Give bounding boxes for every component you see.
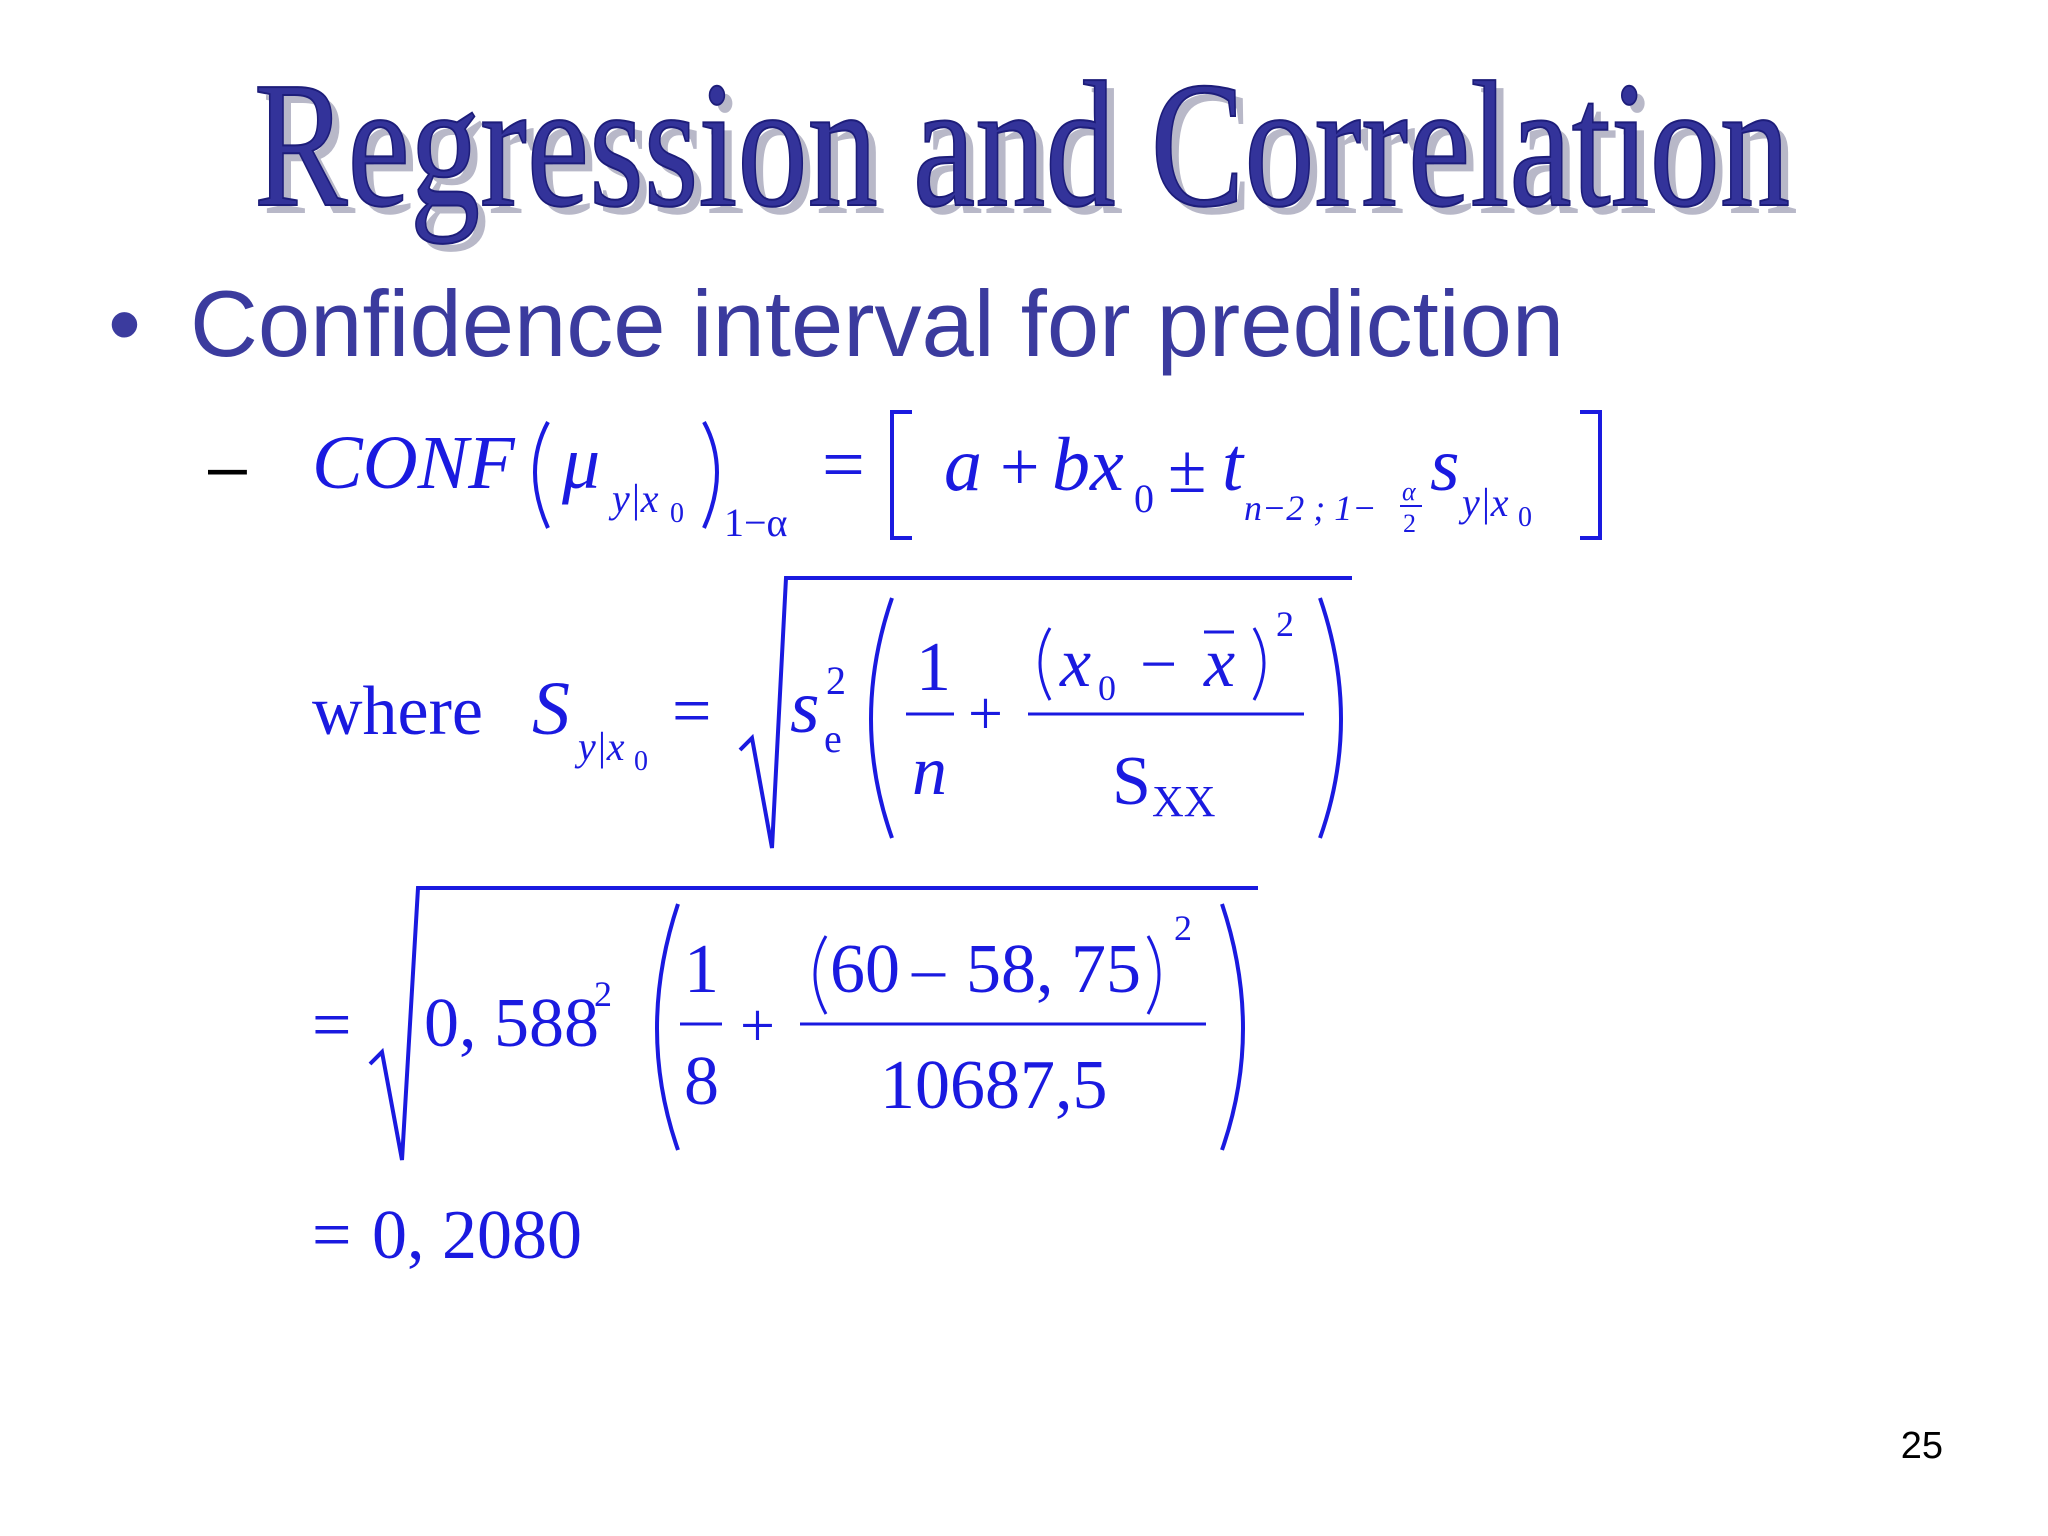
slide-title-shadow: Regression and Correlation bbox=[262, 52, 1798, 252]
equals-2: = bbox=[672, 673, 711, 750]
num2-left-paren bbox=[813, 935, 828, 1015]
S-symbol: S bbox=[532, 667, 570, 751]
slide-title: Regression and Correlation Regression an… bbox=[253, 44, 1798, 252]
bullet-text: Confidence interval for prediction bbox=[190, 271, 1565, 376]
S-subscript-zero: 0 bbox=[634, 746, 648, 777]
sub-bullet-dash: – bbox=[208, 427, 247, 505]
t-subscript-two: 2 bbox=[1403, 509, 1416, 538]
confidence-level: 1−α bbox=[724, 500, 788, 545]
denom-XX: XX bbox=[1152, 777, 1216, 826]
conf-right-paren bbox=[702, 421, 719, 529]
term-bx-zero: 0 bbox=[1134, 476, 1154, 521]
sqrt-right-paren-2 bbox=[1220, 903, 1245, 1151]
value-denominator: 10687,5 bbox=[880, 1047, 1108, 1124]
num2-square: 2 bbox=[1174, 908, 1192, 948]
slide-title-text: Regression and Correlation bbox=[254, 44, 1790, 244]
conf-left-paren bbox=[533, 421, 550, 529]
num2-right-paren bbox=[1146, 935, 1161, 1015]
plus-1: + bbox=[1000, 429, 1039, 506]
bullet-item: • Confidence interval for prediction bbox=[108, 270, 1564, 378]
sqrt-left-paren-2 bbox=[655, 903, 680, 1151]
frac-one: 1 bbox=[916, 629, 951, 706]
term-a: a bbox=[944, 423, 982, 507]
num-x: x bbox=[1059, 625, 1091, 702]
value-eight: 8 bbox=[684, 1043, 719, 1120]
sqrt-right-paren-1 bbox=[1318, 597, 1343, 839]
t-subscript: n−2 ; 1− bbox=[1244, 488, 1377, 528]
num-xbar: x bbox=[1203, 625, 1235, 702]
plus-3: + bbox=[740, 992, 775, 1060]
value-one: 1 bbox=[684, 931, 719, 1008]
t-subscript-alpha: α bbox=[1402, 477, 1417, 506]
mu-subscript: y|x bbox=[608, 476, 659, 521]
mu-subscript-zero: 0 bbox=[670, 498, 684, 529]
right-square-bracket bbox=[1580, 410, 1602, 540]
t-statistic: t bbox=[1222, 423, 1245, 507]
frac-n: n bbox=[912, 733, 947, 810]
s-symbol: s bbox=[1430, 423, 1460, 507]
S-subscript: y|x bbox=[574, 724, 625, 769]
num-x-zero: 0 bbox=[1098, 668, 1116, 708]
denom-S: S bbox=[1112, 743, 1151, 820]
bullet-dot: • bbox=[108, 271, 141, 376]
equals-1: = bbox=[822, 423, 865, 507]
equals-3: = bbox=[312, 987, 351, 1064]
se-superscript: 2 bbox=[826, 658, 846, 703]
value-0588-square: 2 bbox=[594, 974, 612, 1014]
result-value: 0, 2080 bbox=[372, 1197, 582, 1274]
value-0588: 0, 588 bbox=[424, 985, 599, 1062]
se-subscript: e bbox=[824, 716, 842, 761]
equals-4: = bbox=[312, 1197, 351, 1274]
page-number: 25 bbox=[1900, 1425, 1943, 1467]
where-label: where bbox=[312, 673, 483, 750]
mu-symbol: μ bbox=[561, 421, 600, 505]
value-5875: 58, 75 bbox=[966, 931, 1141, 1008]
sqrt-left-paren-1 bbox=[869, 597, 894, 839]
se-symbol: s bbox=[790, 665, 820, 749]
conf-label: CONF bbox=[312, 421, 516, 505]
num-left-paren bbox=[1038, 627, 1052, 701]
s-subscript-zero: 0 bbox=[1518, 502, 1532, 533]
plus-minus: ± bbox=[1168, 431, 1206, 508]
sqrt-sign-2 bbox=[368, 886, 1258, 1161]
value-60: 60 bbox=[830, 931, 900, 1008]
num2-minus: – bbox=[911, 932, 946, 1005]
num-right-paren bbox=[1252, 627, 1266, 701]
s-subscript: y|x bbox=[1458, 480, 1509, 525]
left-square-bracket bbox=[890, 410, 912, 540]
num-square: 2 bbox=[1276, 604, 1294, 644]
term-bx: bx bbox=[1052, 423, 1124, 507]
plus-2: + bbox=[968, 680, 1003, 748]
sqrt-sign-1 bbox=[738, 576, 1352, 849]
num-minus: − bbox=[1140, 628, 1177, 701]
